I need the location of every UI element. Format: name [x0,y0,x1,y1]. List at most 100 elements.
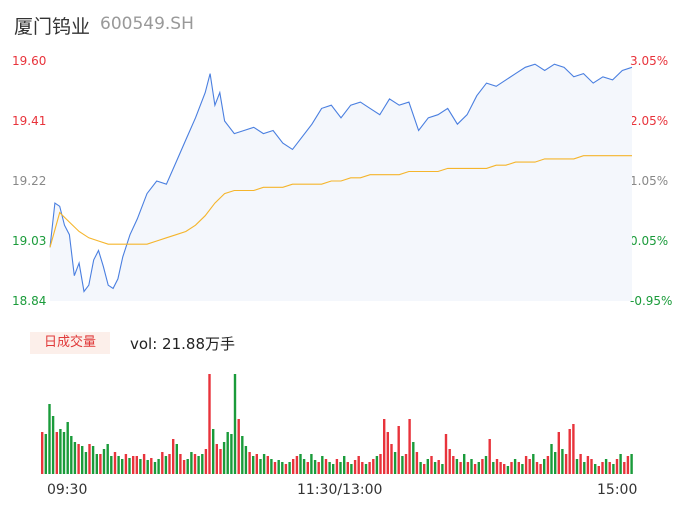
volume-bar [383,419,386,474]
volume-bar [546,456,550,474]
volume-bar [70,436,73,474]
volume-bar [346,462,349,474]
volume-bar [255,454,258,474]
volume-bar [477,462,480,474]
price-tick-label: 19.22 [12,174,47,188]
volume-bar [295,456,299,474]
volume-bar [113,452,117,474]
volume-bar [66,422,69,474]
volume-bar [324,459,328,474]
volume-bar [415,452,419,474]
volume-bar [99,454,102,474]
volume-bar [426,459,429,474]
volume-bar [190,452,193,474]
volume-bar [550,444,553,474]
volume-bar [84,452,88,474]
volume-bar [117,456,120,474]
volume-bar [597,466,600,474]
volume-bar [230,434,233,474]
volume-bar [110,456,113,474]
volume-bar [299,454,302,474]
volume-bar [317,462,320,474]
volume-bar [41,432,44,474]
pct-tick-label: 3.05% [630,54,669,68]
volume-bar [179,454,182,474]
volume-bar [604,459,608,474]
volume-bar [95,454,98,474]
volume-bar [150,458,153,474]
x-tick-label: 11:30/13:00 [297,482,383,498]
volume-bar [302,459,306,474]
x-tick-label: 09:30 [47,482,88,498]
volume-bar [401,456,404,474]
volume-bar [262,454,266,474]
volume-bar [186,459,189,474]
volume-bar [437,460,440,474]
volume-bar [459,462,462,474]
volume-bar [182,460,186,474]
volume-bar [106,444,109,474]
x-tick-label: 15:00 [597,482,638,498]
volume-bar [561,449,564,474]
volume-bar [197,456,200,474]
volume-bar [161,452,164,474]
volume-bar [73,442,77,474]
volume-bar [572,424,575,474]
pct-tick-label: -0.95% [630,294,673,308]
volume-bar [135,456,138,474]
volume-bar [132,456,135,474]
price-tick-label: 19.03 [12,234,47,248]
volume-bar [470,459,473,474]
volume-bar [77,444,80,474]
volume-bar [146,460,149,474]
volume-bar [226,432,229,474]
volume-bar [233,374,237,474]
price-line [49,63,633,293]
volume-bar [219,449,222,474]
volume-bar [48,404,51,474]
volume-bar [517,462,520,474]
volume-readout: vol: 21.88万手 [130,335,235,353]
volume-bar [488,439,491,474]
volume-bar [455,459,459,474]
volume-bar [306,462,309,474]
volume-bar [172,439,175,474]
volume-bar [266,456,269,474]
volume-bar [615,459,619,474]
average-price-line [49,155,632,248]
volume-bar [586,456,590,474]
volume-bar [168,454,171,474]
volume-bar [62,432,66,474]
volume-bar [51,416,55,474]
volume-bar [281,462,284,474]
volume-bar [503,464,506,474]
volume-bar [568,429,571,474]
volume-bar [157,459,160,474]
volume-bar [175,444,178,474]
volume-bar [91,446,95,474]
volume-bar [379,454,382,474]
volume-bar [557,432,560,474]
volume-bar [419,462,422,474]
volume-bar [473,464,477,474]
volume-bar [408,419,411,474]
price-tick-label: 19.41 [12,114,47,128]
volume-bar [208,374,211,474]
volume-bar [288,462,291,474]
volume-bar [484,456,488,474]
volume-bar [594,464,597,474]
pct-tick-label: 0.05% [630,234,669,248]
volume-bar [335,459,339,474]
volume-bar [270,459,273,474]
volume-bar [521,464,524,474]
volume-bar [372,459,375,474]
volume-bar [310,454,313,474]
volume-bar [608,462,611,474]
volume-bar [404,454,408,474]
volume-bar [204,449,208,474]
volume-bar [139,459,142,474]
volume-bar [499,462,502,474]
volume-bar [564,454,568,474]
volume-bar [466,462,470,474]
volume-bar [441,464,444,474]
